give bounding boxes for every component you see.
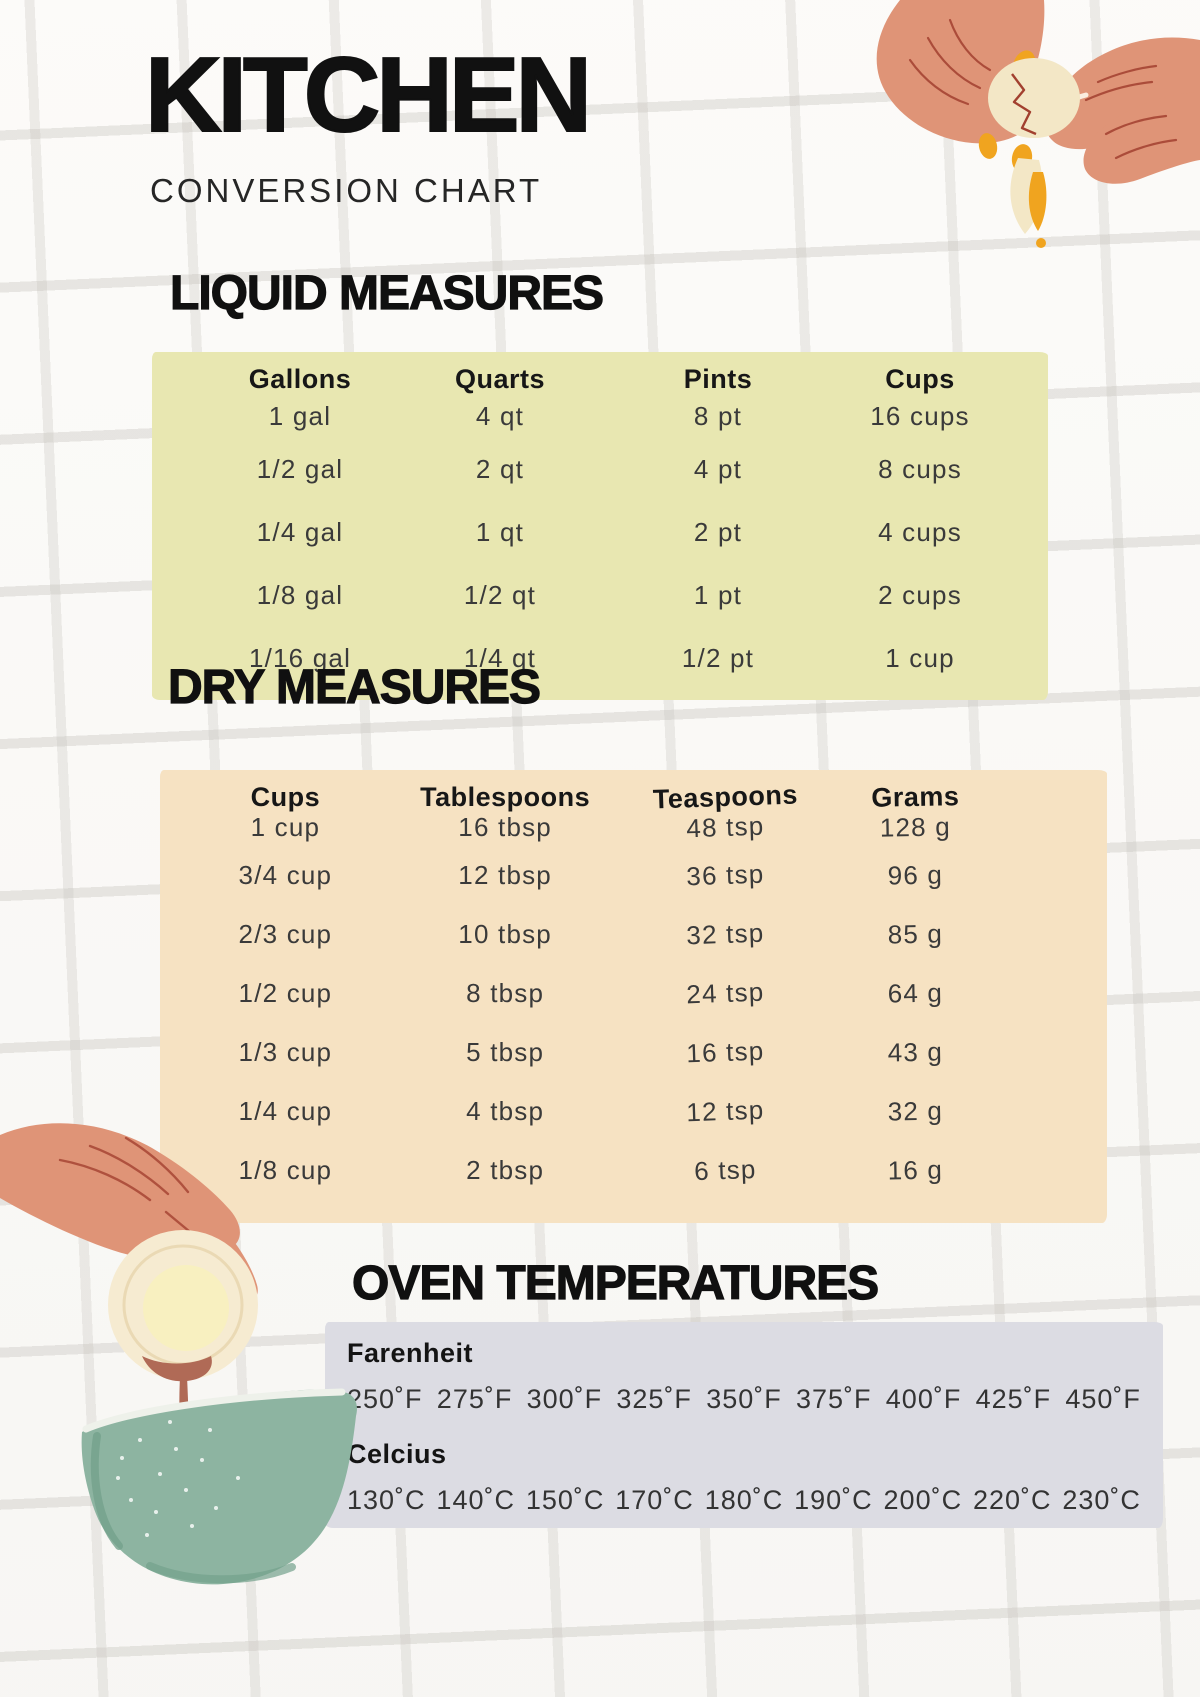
liquid-table-cell: 1/2 pt xyxy=(681,643,755,673)
liquid-table-cell: 1/2 qt xyxy=(463,580,537,610)
dry-column-header: Tablespoons xyxy=(420,782,591,812)
page-title: KITCHEN xyxy=(144,36,593,154)
measuring-cup xyxy=(108,1230,258,1380)
liquid-measures-heading: LIQUID MEASURES xyxy=(169,266,604,320)
temperature-value: 450˚F xyxy=(1065,1384,1141,1414)
dry-table-cell: 32 g xyxy=(887,1095,944,1127)
liquid-table-row: 1/4 gal 1 qt 2 pt 4 cups xyxy=(152,501,1048,564)
dry-table-cell: 96 g xyxy=(887,859,944,891)
egg-cracking-hands-illustration xyxy=(876,0,1200,248)
temperature-value: 200˚C xyxy=(883,1485,963,1515)
liquid-column-header: Pints xyxy=(683,364,753,394)
dry-table-cell: 1 cup xyxy=(250,811,321,842)
temperature-value: 275˚F xyxy=(436,1384,513,1414)
liquid-table-cell: 1 gal xyxy=(268,400,332,431)
oven-temperatures-heading: OVEN TEMPERATURES xyxy=(351,1256,879,1310)
dry-table-cell: 2/3 cup xyxy=(238,919,333,949)
liquid-table-cell: 16 cups xyxy=(870,400,970,431)
temperature-value: 190˚C xyxy=(794,1485,873,1515)
yolk-drop xyxy=(1036,238,1046,248)
dry-table-cell: 12 tbsp xyxy=(458,860,552,890)
liquid-table-cell: 1/2 gal xyxy=(256,454,344,484)
dry-table-cell: 2 tbsp xyxy=(466,1155,545,1185)
liquid-table-cell: 1 qt xyxy=(475,517,525,547)
liquid-measures-table: Gallons Quarts Pints Cups 1 gal 4 qt 8 pt 16 cu… xyxy=(152,352,1048,700)
oven-temperatures-panel: Farenheit 250˚F 275˚F 300˚F 325˚F 350˚F 375˚F… xyxy=(325,1322,1163,1528)
liquid-table-cell: 8 pt xyxy=(693,400,743,431)
liquid-table-cell: 1 pt xyxy=(693,580,743,610)
temperature-value: 425˚F xyxy=(975,1384,1052,1414)
liquid-header-row: Gallons Quarts Pints Cups xyxy=(152,364,1048,394)
liquid-table-cell: 1/4 gal xyxy=(256,517,344,547)
liquid-table-cell: 2 qt xyxy=(475,454,525,484)
temperature-value: 350˚F xyxy=(706,1384,782,1414)
temperature-value: 170˚C xyxy=(615,1485,694,1515)
liquid-table-cell: 8 cups xyxy=(878,454,962,484)
dry-column-header: Cups xyxy=(250,782,321,812)
liquid-column-header: Gallons xyxy=(248,364,352,394)
dry-table-row: 1/3 cup 5 tbsp 16 tsp 43 g xyxy=(160,1023,1107,1082)
celsius-label: Celcius xyxy=(347,1439,447,1469)
fahrenheit-label: Farenheit xyxy=(347,1338,474,1368)
temperature-value: 375˚F xyxy=(795,1384,872,1414)
liquid-table-cell: 2 pt xyxy=(693,517,743,547)
liquid-table-cell: 1 cup xyxy=(885,643,955,673)
liquid-column-header: Cups xyxy=(885,364,955,394)
liquid-column-header: Quarts xyxy=(454,364,546,394)
green-bowl xyxy=(81,1388,357,1585)
liquid-table-cell: 2 cups xyxy=(878,580,962,610)
temperature-value: 140˚C xyxy=(436,1485,515,1515)
dry-table-cell: 16 tbsp xyxy=(458,811,552,842)
dry-table-cell: 128 g xyxy=(879,810,952,843)
liquid-table-cell: 4 pt xyxy=(693,454,743,484)
dry-table-row: 1/2 cup 8 tbsp 24 tsp 64 g xyxy=(160,964,1107,1023)
dry-measures-heading: DRY MEASURES xyxy=(167,660,541,714)
dry-table-cell: 5 tbsp xyxy=(466,1037,545,1067)
page-subtitle: CONVERSION CHART xyxy=(150,172,543,209)
pouring-hand-bowl-illustration xyxy=(0,1123,357,1585)
liquid-table-cell: 4 cups xyxy=(878,517,962,547)
dry-table-cell: 4 tbsp xyxy=(466,1096,545,1126)
liquid-table-cell: 1/8 gal xyxy=(256,580,344,610)
celsius-values-row: 130˚C 140˚C 150˚C 170˚C 180˚C 190˚C 200˚C 220˚C… xyxy=(347,1485,1141,1516)
dry-table-row: 3/4 cup 12 tbsp 36 tsp 96 g xyxy=(160,846,1107,905)
dry-table-cell: 1/3 cup xyxy=(238,1037,333,1067)
dry-table-cell: 1/2 cup xyxy=(238,978,333,1008)
liquid-table-row: 1 gal 4 qt 8 pt 16 cups xyxy=(152,394,1048,438)
dry-table-cell: 3/4 cup xyxy=(238,860,333,890)
temperature-value: 230˚C xyxy=(1062,1485,1141,1515)
temperature-value: 400˚F xyxy=(885,1384,962,1414)
dry-table-cell: 8 tbsp xyxy=(466,978,545,1008)
temperature-value: 180˚C xyxy=(704,1485,784,1515)
dry-table-row: 2/3 cup 10 tbsp 32 tsp 85 g xyxy=(160,905,1107,964)
dry-table-cell: 10 tbsp xyxy=(458,919,552,949)
temperature-value: 220˚C xyxy=(972,1485,1052,1515)
dry-header-row: Cups Tablespoons Teaspoons Grams xyxy=(160,779,1107,814)
temperature-value: 325˚F xyxy=(616,1384,692,1414)
dry-table-cell: 43 g xyxy=(887,1036,944,1068)
liquid-table-cell: 4 qt xyxy=(475,400,525,431)
liquid-table-row: 1/2 gal 2 qt 4 pt 8 cups xyxy=(152,438,1048,501)
liquid-table-row: 1/8 gal 1/2 qt 1 pt 2 cups xyxy=(152,564,1048,627)
dry-table-cell: 64 g xyxy=(887,977,944,1009)
temperature-value: 150˚C xyxy=(525,1485,605,1515)
temperature-value: 300˚F xyxy=(526,1384,603,1414)
cracked-egg xyxy=(988,58,1080,248)
dry-table-cell: 85 g xyxy=(887,918,944,950)
fahrenheit-values-row: 250˚F 275˚F 300˚F 325˚F 350˚F 375˚F 400˚F 425˚F… xyxy=(347,1384,1141,1415)
dry-table-cell: 16 g xyxy=(887,1154,944,1186)
